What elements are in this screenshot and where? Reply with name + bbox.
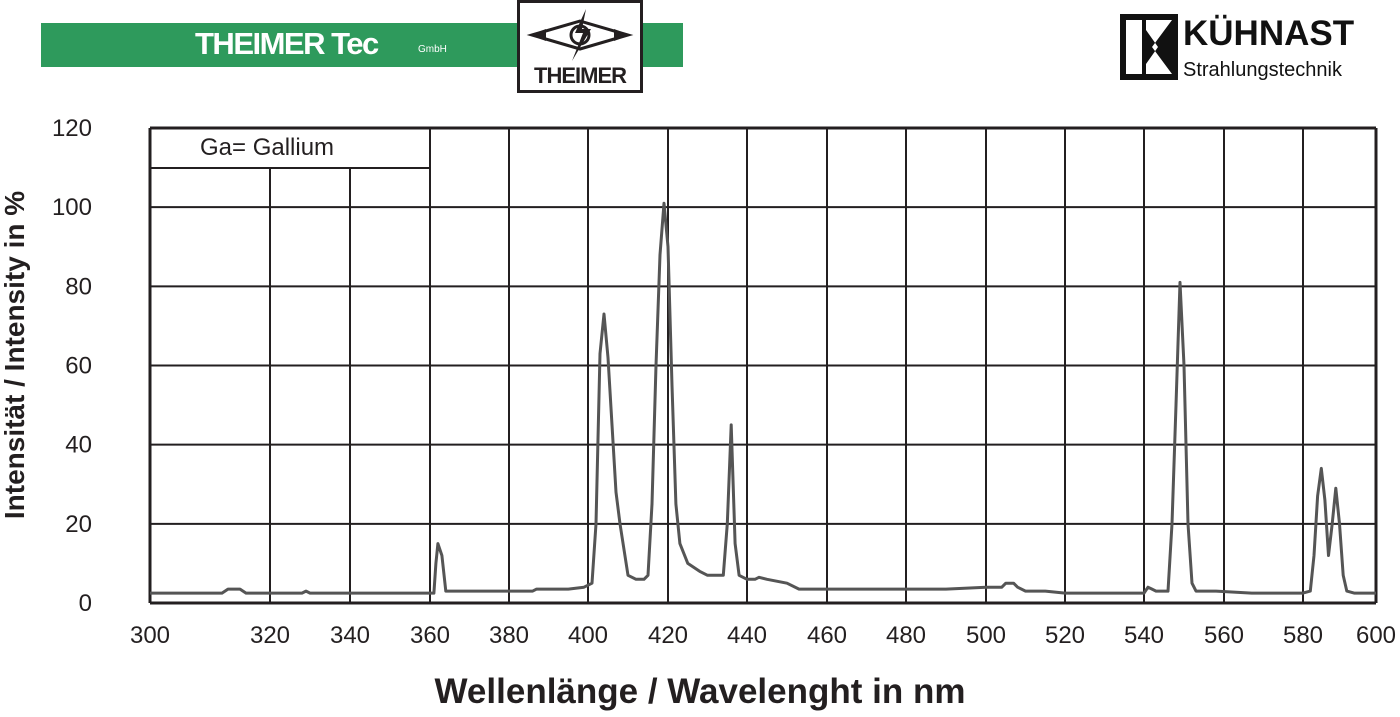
x-tick-label: 420 [648, 622, 688, 649]
x-tick-label: 540 [1124, 622, 1164, 649]
chart-ticks: 300 320 340 360 380 400 420 440 460 480 500 520 540 5… [52, 115, 1396, 649]
partner-name: KÜHNAST [1183, 14, 1355, 53]
y-tick-label: 100 [52, 194, 92, 221]
x-tick-label: 340 [330, 622, 370, 649]
series-line [150, 201, 1376, 595]
y-axis-label-wrap: Intensität / Intensity in % [0, 110, 30, 600]
x-tick-label: 440 [727, 622, 767, 649]
x-tick-label: 600 [1356, 622, 1396, 649]
y-tick-label: 40 [65, 432, 92, 459]
y-tick-label: 0 [79, 590, 92, 617]
x-tick-label: 400 [568, 622, 608, 649]
x-tick-label: 520 [1045, 622, 1085, 649]
y-tick-label: 80 [65, 273, 92, 300]
x-tick-label: 460 [807, 622, 847, 649]
legend-label: Ga= Gallium [200, 134, 335, 161]
brand-suffix: GmbH [418, 44, 447, 55]
x-tick-label: 300 [130, 622, 170, 649]
y-tick-label: 60 [65, 353, 92, 380]
y-tick-label: 20 [65, 511, 92, 538]
x-tick-label: 380 [489, 622, 529, 649]
chart-grid [148, 126, 1378, 605]
x-tick-label: 500 [966, 622, 1006, 649]
x-tick-label: 580 [1283, 622, 1323, 649]
theimer-logo: THEIMER [517, 0, 643, 93]
logo-text: THEIMER [534, 63, 627, 88]
x-axis-label: Wellenlänge / Wavelenght in nm [434, 672, 966, 711]
kuehnast-k-icon [1120, 14, 1178, 80]
x-tick-label: 560 [1204, 622, 1244, 649]
x-tick-label: 320 [250, 622, 290, 649]
y-tick-label: 120 [52, 115, 92, 142]
lightning-star-icon [526, 9, 634, 61]
brand-name: THEIMER Tec [195, 26, 379, 61]
x-tick-label: 480 [886, 622, 926, 649]
x-tick-label: 360 [410, 622, 450, 649]
partner-subtitle: Strahlungstechnik [1183, 59, 1342, 81]
y-axis-label: Intensität / Intensity in % [0, 190, 30, 520]
